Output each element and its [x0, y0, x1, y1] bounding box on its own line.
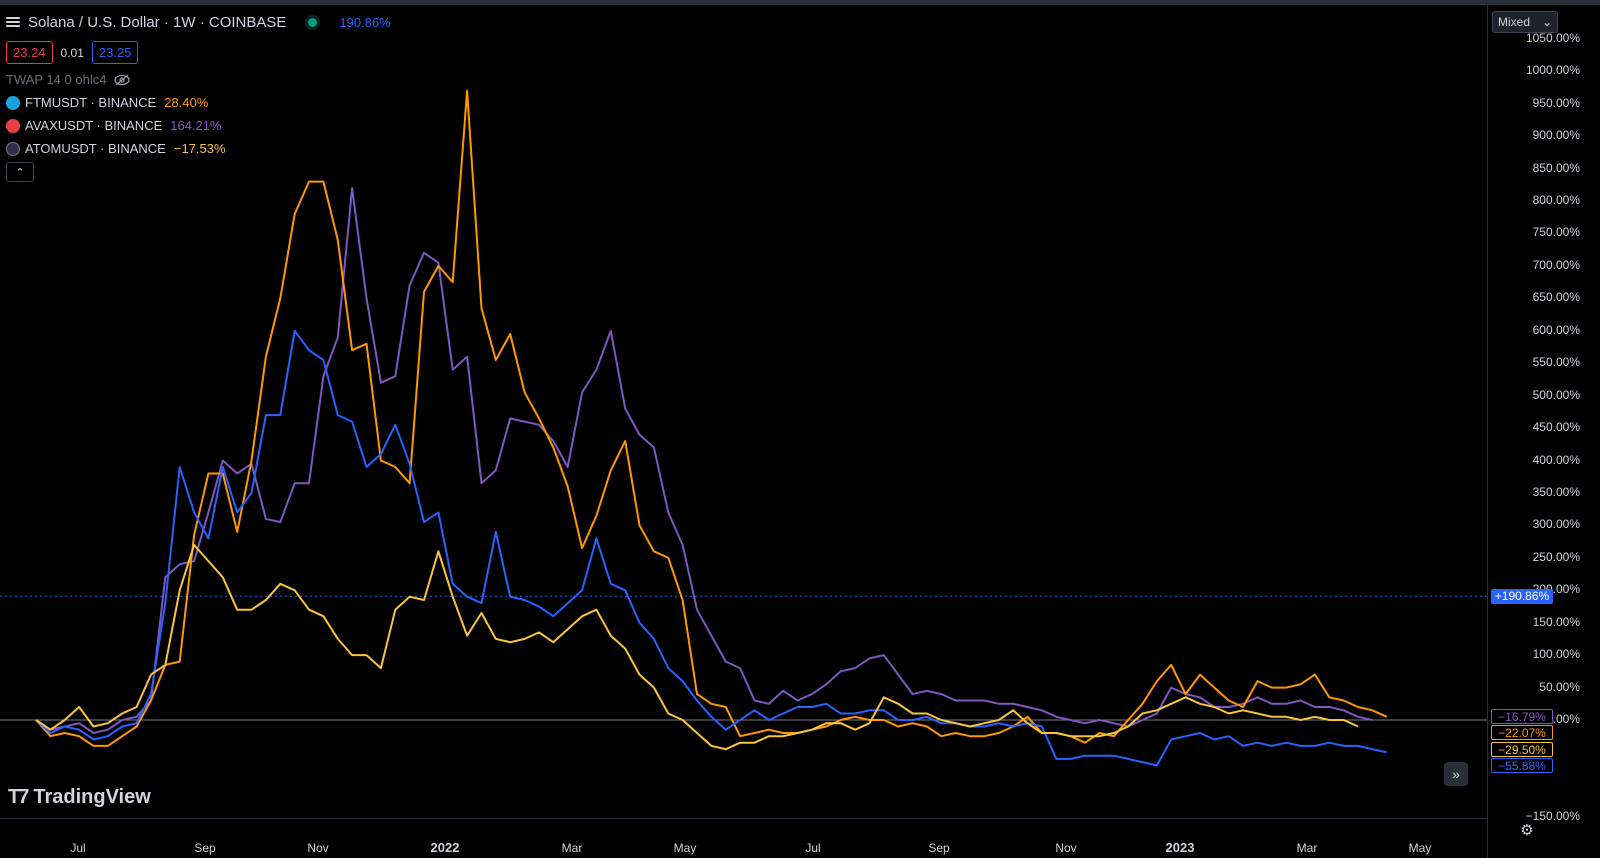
- y-tick-label: −150.00%: [1525, 809, 1580, 824]
- x-tick-label: Mar: [561, 841, 583, 855]
- avax-logo-icon: [6, 118, 20, 133]
- tradingview-logo[interactable]: T7 TradingView: [8, 786, 151, 809]
- x-tick-label: 2022: [430, 840, 460, 855]
- compare-symbol: FTMUSDT · BINANCE: [25, 95, 157, 110]
- scroll-to-realtime-button[interactable]: »: [1444, 762, 1468, 786]
- tradingview-logo-icon: T7: [8, 786, 29, 808]
- compare-row-atom[interactable]: ATOMUSDT · BINANCE −17.53%: [6, 141, 391, 156]
- crosshair-price-badge: +190.86%: [1491, 589, 1553, 605]
- x-tick-label: Nov: [1055, 841, 1077, 855]
- y-tick-label: 50.00%: [1539, 679, 1580, 694]
- hidden-eye-icon[interactable]: [114, 74, 131, 86]
- y-tick-label: 450.00%: [1532, 420, 1580, 435]
- series-line-0[interactable]: [35, 187, 1373, 734]
- atom-logo-icon: [6, 141, 20, 156]
- y-tick-label: 850.00%: [1532, 160, 1580, 175]
- x-tick-label: Jul: [70, 841, 86, 855]
- y-tick-label: 300.00%: [1532, 517, 1580, 532]
- compare-change: 28.40%: [164, 95, 209, 110]
- y-tick-label: 0.00%: [1545, 712, 1580, 726]
- compare-change: −17.53%: [173, 141, 226, 156]
- y-tick-label: 650.00%: [1532, 290, 1580, 305]
- ftm-logo-icon: [6, 95, 20, 110]
- chart-grid: [0, 595, 1487, 721]
- top-border: [0, 0, 1600, 5]
- compare-row-ftm[interactable]: FTMUSDT · BINANCE 28.40%: [6, 95, 391, 110]
- y-tick-label: 700.00%: [1532, 257, 1580, 272]
- spread-value: 0.01: [60, 45, 84, 60]
- compare-row-avax[interactable]: AVAXUSDT · BINANCE 164.21%: [6, 118, 391, 133]
- indicator-label: TWAP 14 0 ohlc4: [6, 72, 107, 87]
- price-axis-divider: [1487, 5, 1488, 858]
- bid-ask-row: 23.24 0.01 23.25: [6, 41, 391, 64]
- scale-mode-select[interactable]: Mixed ⌄: [1492, 11, 1558, 33]
- x-tick-label: May: [673, 841, 697, 855]
- market-status-dot-icon: [308, 17, 318, 27]
- symbol-title-row[interactable]: Solana / U.S. Dollar · 1W · COINBASE 190…: [6, 12, 391, 32]
- indicator-row[interactable]: TWAP 14 0 ohlc4: [6, 72, 391, 87]
- symbol-title[interactable]: Solana / U.S. Dollar · 1W · COINBASE: [28, 13, 287, 31]
- y-tick-label: 400.00%: [1532, 452, 1580, 467]
- last-value-badge: −16.79%: [1491, 709, 1553, 724]
- y-tick-label: 800.00%: [1532, 193, 1580, 208]
- time-axis-divider: [0, 818, 1488, 819]
- y-tick-label: 100.00%: [1532, 647, 1580, 662]
- menu-icon[interactable]: [6, 15, 20, 29]
- compare-change: 164.21%: [170, 118, 222, 133]
- y-tick-label: 750.00%: [1532, 225, 1580, 240]
- compare-symbol: ATOMUSDT · BINANCE: [25, 141, 166, 156]
- y-tick-label: 550.00%: [1532, 355, 1580, 370]
- scale-mode-label: Mixed: [1498, 15, 1531, 29]
- chart-legend: Solana / U.S. Dollar · 1W · COINBASE 190…: [6, 12, 391, 182]
- price-axis[interactable]: −150.00% 0.00% 50.00% 100.00% 150.00% 200.00%…: [1488, 0, 1600, 858]
- x-tick-label: May: [1408, 841, 1432, 855]
- last-value-badge: −55.88%: [1491, 758, 1553, 773]
- x-tick-label: 2023: [1165, 840, 1195, 855]
- x-tick-label: Mar: [1296, 841, 1318, 855]
- main-change-percent: 190.86%: [339, 14, 391, 30]
- compare-symbol: AVAXUSDT · BINANCE: [25, 118, 163, 133]
- chart-series-layer: [35, 89, 1388, 767]
- y-tick-label: 250.00%: [1532, 549, 1580, 564]
- y-tick-label: 900.00%: [1532, 128, 1580, 143]
- double-chevron-right-icon: »: [1452, 766, 1460, 782]
- last-value-badge: −29.50%: [1491, 742, 1553, 757]
- buy-price-button[interactable]: 23.25: [91, 41, 139, 64]
- y-tick-label: 600.00%: [1532, 322, 1580, 337]
- series-line-1[interactable]: [35, 89, 1388, 747]
- y-tick-label: 950.00%: [1532, 95, 1580, 110]
- y-tick-label: 500.00%: [1532, 387, 1580, 402]
- chevron-up-icon: ⌃: [15, 166, 25, 179]
- settings-gear-icon[interactable]: ⚙: [1520, 822, 1534, 839]
- x-tick-label: Sep: [928, 841, 950, 855]
- x-tick-label: Sep: [194, 841, 216, 855]
- collapse-legend-button[interactable]: ⌃: [6, 162, 34, 182]
- y-tick-label: 1000.00%: [1525, 63, 1580, 78]
- y-tick-label: 150.00%: [1532, 614, 1580, 629]
- x-tick-label: Jul: [805, 841, 821, 855]
- series-line-2[interactable]: [35, 329, 1388, 767]
- series-line-3[interactable]: [35, 543, 1359, 751]
- y-tick-label: 350.00%: [1532, 484, 1580, 499]
- last-value-badge: −22.07%: [1491, 725, 1553, 740]
- chevron-down-icon: ⌄: [1541, 15, 1552, 29]
- logo-text: TradingView: [33, 786, 151, 808]
- y-tick-label: 1050.00%: [1525, 30, 1580, 45]
- sell-price-button[interactable]: 23.24: [6, 41, 53, 64]
- x-tick-label: Nov: [307, 841, 329, 855]
